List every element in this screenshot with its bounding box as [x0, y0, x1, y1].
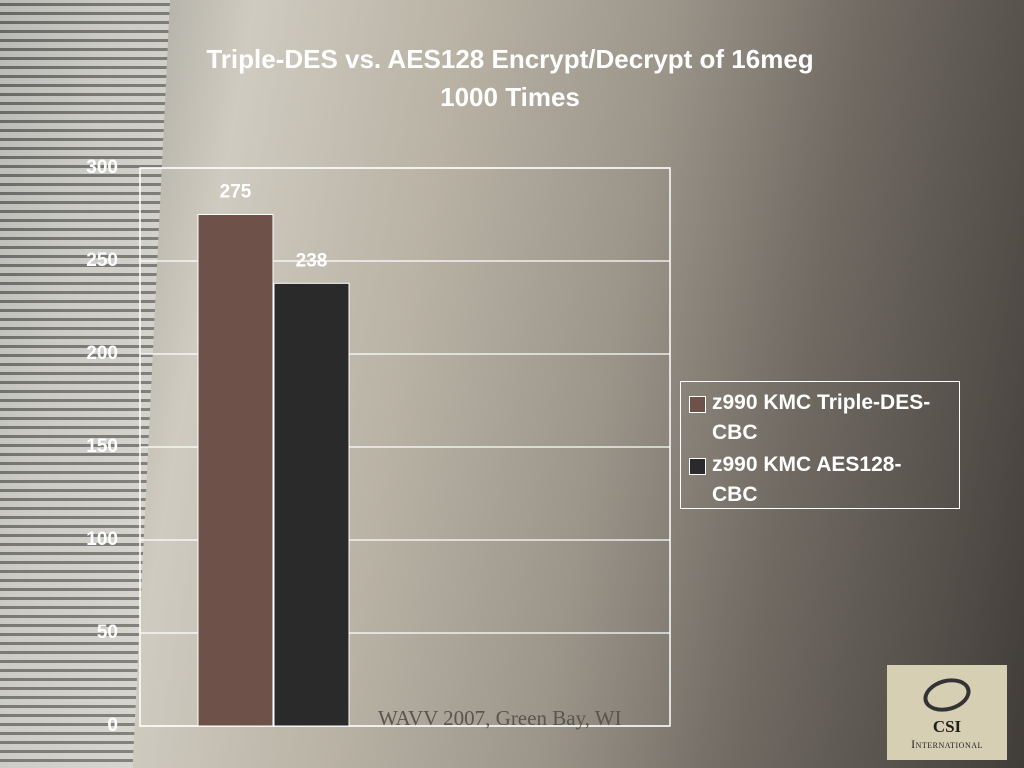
logo-subtitle: International	[911, 737, 983, 751]
y-tick-label: 50	[97, 622, 118, 643]
y-tick-label: 300	[86, 157, 118, 178]
y-tick-label: 150	[86, 436, 118, 457]
legend-entry: z990 KMC Triple-DES-CBC	[689, 388, 939, 448]
data-label: 238	[296, 250, 328, 271]
bar	[197, 214, 274, 727]
logo: CSI International	[887, 665, 1007, 760]
y-tick-label: 250	[86, 250, 118, 271]
legend-label: z990 KMC AES128-CBC	[712, 453, 902, 506]
logo-mark	[919, 673, 975, 717]
y-tick-label: 0	[107, 715, 118, 736]
data-label: 275	[220, 182, 252, 203]
legend-label: z990 KMC Triple-DES-CBC	[712, 391, 931, 444]
bar	[273, 282, 350, 727]
logo-name: CSI	[932, 717, 962, 736]
legend-entry: z990 KMC AES128-CBC	[689, 450, 939, 510]
footer: WAVV 2007, Green Bay, WI	[378, 706, 622, 730]
legend-swatch	[689, 458, 706, 475]
chart-title: Triple-DES vs. AES128 Encrypt/Decrypt of…	[206, 44, 814, 112]
y-tick-label: 200	[86, 343, 118, 364]
legend-swatch	[689, 396, 706, 413]
y-tick-label: 100	[86, 529, 118, 550]
legend: z990 KMC Triple-DES-CBC z990 KMC AES128-C…	[680, 381, 960, 509]
